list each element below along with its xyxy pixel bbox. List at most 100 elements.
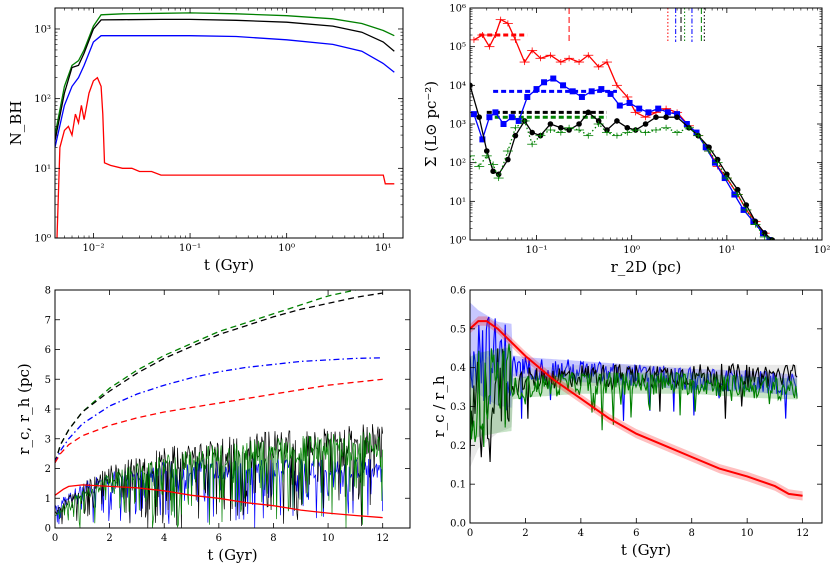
- x-tick-label: 12: [376, 533, 389, 544]
- data-point: [663, 114, 669, 120]
- y-tick-label: 5: [45, 375, 51, 386]
- data-point: [761, 230, 768, 236]
- series-line: [55, 35, 395, 148]
- data-point: [490, 168, 496, 175]
- data-point: [766, 237, 773, 240]
- series-line: [473, 18, 770, 240]
- x-tick-label: 10⁰: [278, 243, 295, 254]
- y-tick-label: 10¹: [449, 197, 466, 208]
- x-tick-label: 6: [633, 528, 639, 539]
- data-point: [683, 121, 690, 127]
- data-point: [674, 111, 681, 118]
- y-tick-label: 4: [45, 405, 51, 416]
- data-point: [492, 109, 499, 116]
- data-point: [624, 124, 631, 131]
- x-tick-label: 0: [52, 533, 58, 544]
- data-point: [576, 121, 582, 127]
- data-point: [533, 86, 540, 93]
- data-point: [541, 79, 548, 86]
- x-tick-label: 4: [161, 533, 167, 544]
- axes-frame: [469, 7, 823, 241]
- data-point: [500, 121, 507, 127]
- series-band: [470, 316, 803, 501]
- y-tick-label: 10⁵: [449, 42, 466, 53]
- data-point: [598, 86, 605, 93]
- data-point: [752, 218, 759, 225]
- data-point: [524, 93, 531, 100]
- data-point: [508, 114, 515, 121]
- x-tick-label: 10⁰: [623, 245, 640, 256]
- data-point: [547, 121, 554, 127]
- y-axis-label: Σ (L⊙ pc⁻²): [422, 81, 440, 167]
- y-tick-label: 2: [45, 464, 51, 475]
- x-axis-label: r_2D (pc): [611, 258, 682, 276]
- data-point: [734, 186, 741, 193]
- x-tick-label: 10: [322, 533, 335, 544]
- x-tick-label: 10²: [814, 245, 830, 256]
- data-point: [588, 88, 595, 95]
- x-tick-label: 6: [216, 533, 222, 544]
- uncertainty-band: [470, 343, 798, 468]
- data-point: [486, 114, 493, 121]
- y-tick-label: 0.3: [450, 402, 466, 413]
- panel-bottom-right: 0 2 4 6 8 10 12 0.0 0.1 0.2 0.3 0.4 0.5 0.6 t (Gyr) r_c…: [430, 286, 823, 559]
- noisy-series-line: [55, 431, 384, 528]
- panel-top-left: 10⁻² 10⁻¹ 10⁰ 10¹ 10⁰ 10¹ 10² 10³ t (Gyr) N_BH: [7, 7, 404, 274]
- y-axis-label: r_c, r_h (pc): [15, 363, 33, 454]
- series-line: [55, 357, 383, 463]
- panel-top-right: 10⁻¹ 10⁰ 10¹ 10² 10⁰ 10¹ 10² 10³ 10⁴ 10⁵ 10⁶ r_2D (…: [422, 4, 830, 277]
- y-tick-label: 7: [45, 315, 51, 326]
- series-line: [56, 76, 395, 238]
- plot-area: [55, 12, 395, 238]
- y-axis-label: N_BH: [7, 101, 25, 146]
- y-tick-label: 0.6: [450, 286, 466, 297]
- y-tick-label: 0.4: [450, 363, 466, 374]
- data-point: [515, 117, 522, 124]
- x-tick-label: 12: [796, 528, 809, 539]
- noisy-series-line: [470, 343, 798, 448]
- series-line: [470, 119, 773, 240]
- data-point: [664, 109, 671, 116]
- data-point: [505, 156, 511, 163]
- y-tick-label: 10³: [449, 120, 466, 131]
- data-point: [529, 129, 535, 136]
- x-tick-label: 10: [741, 528, 754, 539]
- axes-frame: [54, 289, 411, 529]
- data-point: [585, 109, 592, 116]
- y-tick-label: 10²: [449, 158, 466, 169]
- data-point: [702, 144, 709, 151]
- y-tick-label: 10²: [34, 94, 51, 105]
- y-tick-label: 3: [45, 434, 51, 445]
- data-point: [595, 118, 602, 124]
- y-tick-label: 10³: [34, 24, 51, 35]
- axes-frame: [469, 289, 823, 524]
- y-tick-label: 1: [45, 494, 51, 505]
- x-tick-label: 10⁻¹: [526, 245, 548, 256]
- y-tick-label: 0.1: [450, 480, 466, 491]
- series-line: [470, 320, 803, 497]
- data-point: [693, 129, 700, 136]
- data-point: [714, 156, 721, 163]
- x-axis-label: t (Gyr): [621, 541, 671, 559]
- plot-area: [55, 290, 384, 528]
- x-tick-label: 4: [578, 528, 584, 539]
- series-line: [55, 484, 383, 519]
- x-tick-label: 10⁻²: [82, 243, 104, 254]
- data-point: [578, 93, 585, 100]
- data-point: [495, 171, 502, 178]
- series-line: [473, 77, 770, 240]
- series-line: [55, 18, 395, 141]
- data-point: [626, 99, 633, 106]
- series-line: [55, 378, 383, 463]
- series-line: [470, 85, 773, 240]
- data-point: [642, 121, 649, 127]
- x-axis-label: t (Gyr): [207, 546, 257, 564]
- x-tick-label: 0: [467, 528, 473, 539]
- series-line: [55, 12, 395, 136]
- y-tick-label: 8: [45, 286, 51, 297]
- data-point: [476, 114, 483, 120]
- y-tick-label: 6: [45, 345, 51, 356]
- data-point: [655, 105, 662, 112]
- data-point: [614, 118, 620, 124]
